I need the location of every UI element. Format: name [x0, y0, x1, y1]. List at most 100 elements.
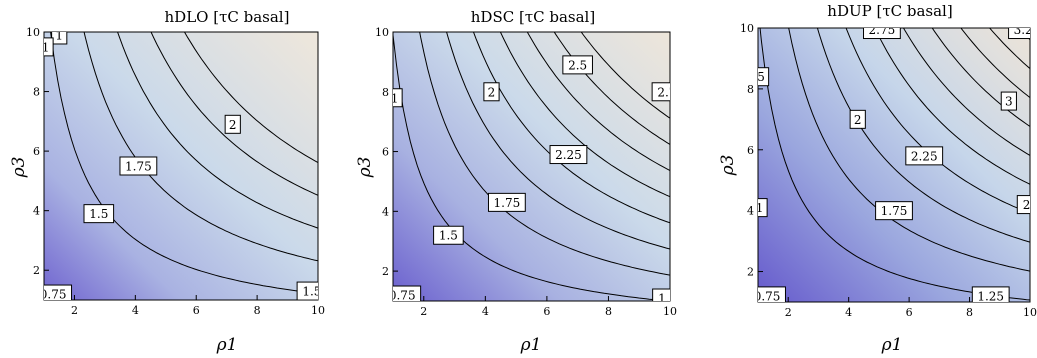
contour-label: 1 [51, 28, 68, 45]
contour-label: 1.5 [433, 225, 464, 245]
contour-field [393, 32, 670, 301]
contour-label: 2 [224, 114, 241, 134]
svg-text:1.: 1. [658, 292, 669, 306]
svg-text:2.25: 2.25 [555, 148, 582, 162]
contour-line [526, 32, 670, 171]
x-tick-label: 8 [605, 305, 612, 318]
contour-label: 2 [483, 82, 500, 102]
contour-label: 2.5 [562, 55, 593, 75]
y-tick-label: 2 [747, 266, 754, 279]
svg-text:0.75: 0.75 [754, 289, 781, 303]
x-tick-label: 2 [420, 305, 427, 318]
contour-label: 0.75 [40, 284, 73, 302]
x-tick-label: 10 [311, 304, 325, 317]
contour-line [472, 32, 670, 224]
contour-line [902, 28, 1030, 156]
y-axis-label: ρ3 [355, 157, 375, 179]
contour-label: 1.5 [296, 281, 321, 300]
contour-line [788, 28, 1030, 272]
contour-line [50, 32, 318, 295]
panel-hdup: hDUP [τC basal] ρ1 ρ3 2 4 6 8 10 2 4 6 8 10 0.75 1.… [718, 2, 1037, 355]
svg-text:2: 2 [229, 118, 237, 132]
y-tick-label: 2 [33, 264, 40, 277]
x-axis-label: ρ1 [881, 335, 903, 355]
x-tick-label: 6 [906, 306, 913, 319]
svg-text:5: 5 [757, 70, 765, 84]
contour-line [150, 32, 318, 196]
contour-field [44, 32, 318, 300]
svg-text:2.25: 2.25 [911, 149, 938, 163]
x-tick-label: 4 [845, 306, 852, 319]
contour-label: 2.7 [651, 82, 676, 102]
contour-label: 3 [1000, 91, 1017, 111]
svg-text:1.25: 1.25 [977, 289, 1004, 303]
contour-line [816, 28, 1030, 243]
y-tick-label: 4 [382, 205, 389, 218]
contour-line [553, 32, 670, 145]
contour-label: 1.75 [487, 192, 526, 212]
svg-text:1: 1 [391, 91, 399, 105]
x-tick-label: 8 [966, 306, 973, 319]
contour-label: 1.5 [83, 204, 115, 224]
svg-text:1.75: 1.75 [494, 196, 521, 210]
svg-text:0.75: 0.75 [40, 288, 67, 302]
svg-text:3: 3 [1005, 95, 1013, 109]
svg-text:1.5: 1.5 [89, 207, 108, 221]
plot-area: 2 4 6 8 10 2 4 6 8 10 0.75 1.75 2 2.25 3 2.75 3.25 2. 1.25… [740, 22, 1037, 319]
y-tick-label: 10 [375, 26, 389, 39]
contour-label: 1 [758, 198, 768, 218]
contour-line [419, 32, 670, 276]
y-axis-label: ρ3 [718, 155, 738, 177]
contour-line [183, 32, 318, 164]
svg-text:3.25: 3.25 [1014, 23, 1037, 37]
svg-text:2.5: 2.5 [568, 58, 587, 72]
contour-label: 0.75 [754, 286, 786, 303]
x-tick-label: 6 [543, 305, 550, 318]
x-tick-label: 10 [663, 305, 677, 318]
contour-label: 2 [849, 109, 866, 129]
y-tick-label: 8 [747, 83, 754, 96]
panel-title: hDLO [τC basal] [165, 8, 290, 26]
panel-hdlo: hDLO [τC basal] ρ1 ρ3 2 4 6 8 102468100.7511… [9, 8, 325, 355]
contour-line [845, 28, 1030, 214]
x-tick-label: 8 [254, 304, 261, 317]
svg-text:1: 1 [55, 28, 63, 42]
plot-frame [43, 31, 319, 301]
x-tick-label: 4 [132, 304, 139, 317]
contour-label: 5 [757, 67, 770, 87]
x-tick-label: 2 [71, 304, 78, 317]
y-tick-label: 8 [382, 86, 389, 99]
contour-line [393, 34, 670, 301]
x-axis-label: ρ1 [520, 335, 542, 355]
contour-line [960, 28, 1030, 98]
svg-text:1.5: 1.5 [302, 285, 321, 299]
plot-frame [392, 31, 671, 302]
svg-text:1.5: 1.5 [439, 229, 458, 243]
y-tick-label: 6 [33, 145, 40, 158]
contour-label: 1.75 [119, 156, 158, 176]
contour-label: 2. [1016, 195, 1030, 215]
y-tick-label: 4 [33, 205, 40, 218]
svg-text:2.75: 2.75 [869, 23, 896, 37]
panel-title: hDUP [τC basal] [827, 2, 952, 20]
x-tick-label: 6 [193, 304, 200, 317]
svg-text:2.7: 2.7 [657, 85, 676, 99]
contour-line [499, 32, 670, 198]
svg-text:1.75: 1.75 [125, 160, 152, 174]
y-tick-label: 8 [33, 86, 40, 99]
y-tick-label: 6 [747, 144, 754, 157]
contour-line [580, 32, 670, 119]
contour-line [931, 28, 1030, 127]
contour-label: 2.25 [549, 145, 588, 165]
y-tick-label: 6 [382, 146, 389, 159]
contour-label: 1 [391, 88, 403, 108]
contour-label: 1.25 [971, 286, 1010, 303]
contour-label: 2.75 [863, 23, 901, 40]
x-axis-label: ρ1 [216, 335, 238, 355]
svg-text:1.75: 1.75 [881, 204, 908, 218]
panel-title: hDSC [τC basal] [471, 8, 595, 26]
contour-label: 2.25 [905, 146, 944, 166]
svg-text:2: 2 [488, 85, 496, 99]
contour-label: 1 [44, 37, 54, 57]
plot-area: 2 4 6 8 10 2 4 6 8 10 0.75 1 1.5 1.75 2 1.5 1 [26, 26, 325, 317]
